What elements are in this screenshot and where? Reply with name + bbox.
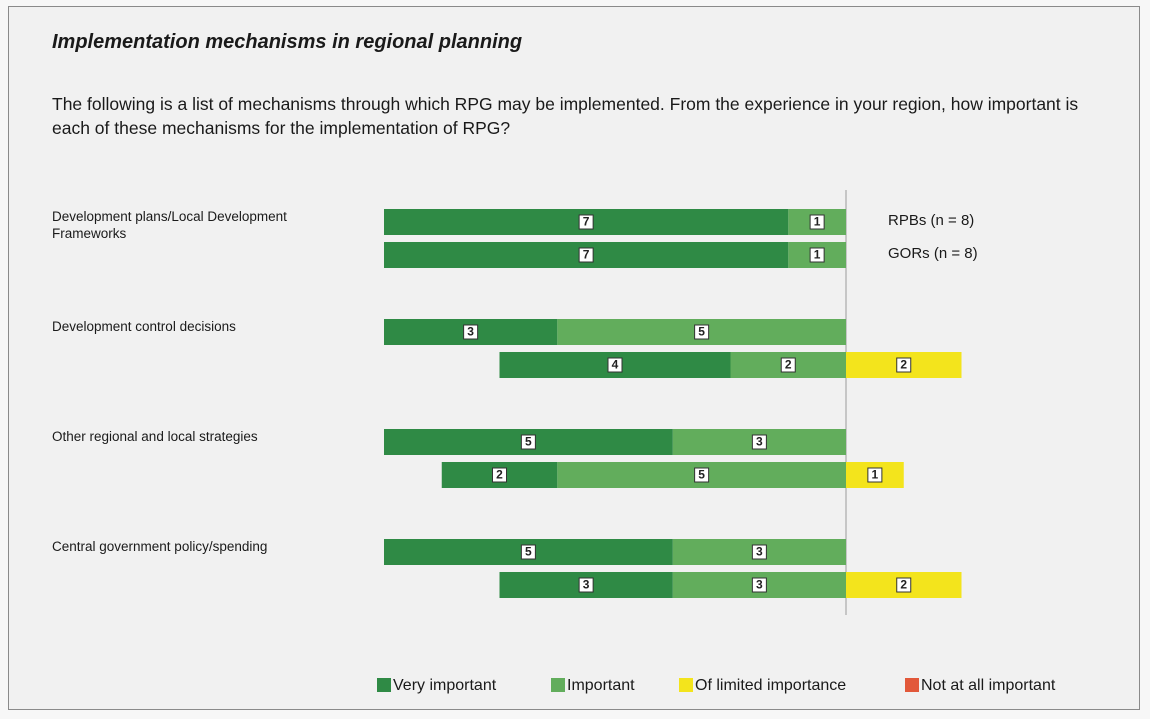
value-label-box: [578, 214, 594, 230]
value-label: 5: [698, 468, 705, 482]
value-label-box: [896, 357, 912, 373]
value-label-box: [607, 357, 623, 373]
value-label-box: [780, 357, 796, 373]
value-label-box: [520, 434, 536, 450]
legend-swatch: [377, 678, 391, 692]
legend-swatch: [905, 678, 919, 692]
group-label: GORs (n = 8): [888, 245, 978, 262]
value-label: 7: [583, 248, 590, 262]
value-label: 2: [785, 358, 792, 372]
value-label: 3: [583, 578, 590, 592]
value-label-box: [751, 544, 767, 560]
value-label: 5: [525, 545, 532, 559]
legend-label: Important: [567, 677, 635, 694]
value-label-box: [751, 434, 767, 450]
value-label: 2: [496, 468, 503, 482]
value-label-box: [492, 467, 507, 483]
value-label-box: [520, 544, 536, 560]
group-label: RPBs (n = 8): [888, 212, 974, 229]
category-label: Development plans/Local Development Fram…: [52, 209, 287, 241]
value-label-box: [867, 467, 883, 483]
value-label: 3: [756, 545, 763, 559]
legend-label: Not at all important: [921, 677, 1056, 694]
value-label: 3: [756, 578, 763, 592]
value-label: 1: [814, 215, 821, 229]
value-label: 2: [900, 358, 907, 372]
category-label: Development control decisions: [52, 319, 236, 334]
value-label: 5: [698, 325, 705, 339]
value-label: 1: [872, 468, 879, 482]
value-label: 3: [756, 435, 763, 449]
value-label: 2: [900, 578, 907, 592]
value-label-box: [809, 214, 825, 230]
value-label-box: [694, 324, 710, 340]
chart-subtitle: The following is a list of mechanisms th…: [52, 94, 1079, 138]
value-label: 1: [814, 248, 821, 262]
value-label-box: [578, 247, 594, 263]
value-label-box: [694, 467, 710, 483]
value-label-box: [463, 324, 479, 340]
category-label: Central government policy/spending: [52, 539, 268, 554]
value-label: 5: [525, 435, 532, 449]
value-label-box: [896, 577, 912, 593]
value-label: 7: [583, 215, 590, 229]
legend-swatch: [551, 678, 565, 692]
value-label-box: [578, 577, 594, 593]
legend-swatch: [679, 678, 693, 692]
value-label: 3: [467, 325, 474, 339]
category-label: Other regional and local strategies: [52, 429, 258, 444]
chart-title: Implementation mechanisms in regional pl…: [52, 31, 523, 53]
legend-label: Very important: [393, 677, 497, 694]
value-label-box: [809, 247, 825, 263]
value-label: 4: [612, 358, 619, 372]
value-label-box: [751, 577, 767, 593]
legend-label: Of limited importance: [695, 677, 846, 694]
